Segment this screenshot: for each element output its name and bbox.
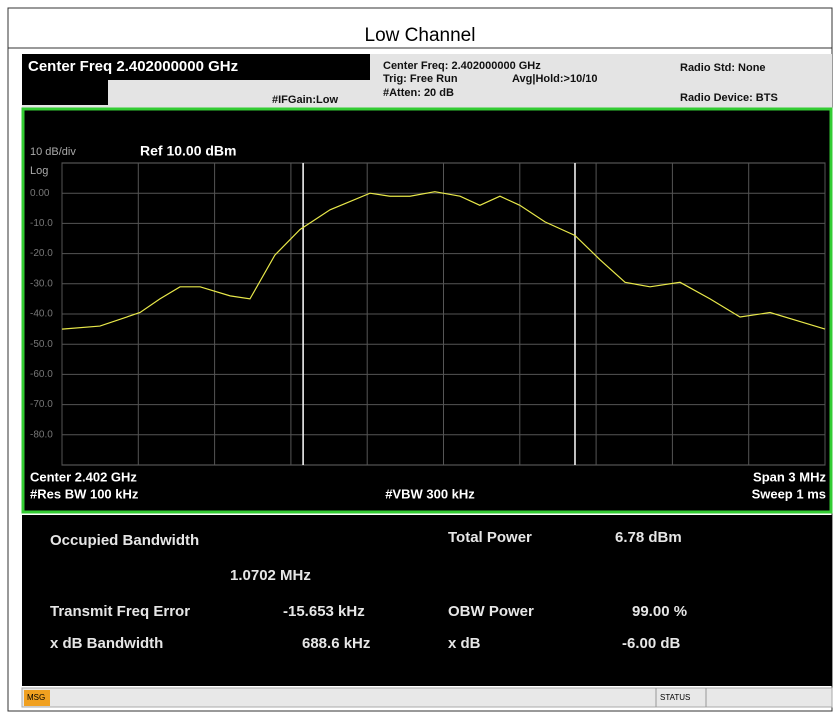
y-tick-label: -10.0 [30,218,53,229]
scale-label: 10 dB/div [30,146,76,158]
page-title: Low Channel [365,25,476,46]
total-power: 6.78 dBm [615,529,682,546]
y-tick-label: -40.0 [30,309,53,320]
msg: MSG [27,693,45,702]
results-panel [22,515,832,686]
span: Span 3 MHz [753,469,826,484]
xdb: -6.00 dB [622,635,681,652]
total-power-label: Total Power [448,529,532,546]
status-bar [21,687,833,708]
avg-hold: Avg|Hold:>10/10 [512,73,598,85]
freq-error: -15.653 kHz [283,603,365,620]
obw-power: 99.00 % [632,603,687,620]
plot: 0.00 -10.0 -20.0 -30.0 -40.0 -50.0 -60.0 -70.0 -… [30,162,826,466]
center-freq-small: Center Freq: 2.402000000 GHz [383,60,541,72]
xdb-label: x dB [448,635,481,652]
sweep: Sweep 1 ms [752,486,826,501]
xdb-bw: 688.6 kHz [302,635,370,652]
xdb-bw-label: x dB Bandwidth [50,635,163,652]
vbw: #VBW 300 kHz [385,486,475,501]
msg-box [24,690,50,706]
radio-std: Radio Std: None [680,62,766,74]
y-tick-label: -60.0 [30,369,53,380]
res-bw: #Res BW 100 kHz [30,486,139,501]
obw-value: 1.0702 MHz [230,567,311,584]
plot-panel [21,107,833,514]
header-black-2 [22,80,108,105]
center-freq: Center Freq 2.402000000 GHz [28,58,238,75]
center: Center 2.402 GHz [30,469,137,484]
freq-error-label: Transmit Freq Error [50,603,190,620]
trace [61,191,826,330]
if-gain: #IFGain:Low [272,94,338,106]
y-tick-label: 0.00 [30,188,50,199]
atten: #Atten: 20 dB [383,87,454,99]
log-label: Log [30,165,48,177]
y-tick-label: -30.0 [30,278,53,289]
y-tick-label: -20.0 [30,248,53,259]
radio-device: Radio Device: BTS [680,92,778,104]
y-tick-label: -50.0 [30,339,53,350]
obw-power-label: OBW Power [448,603,534,620]
trig: Trig: Free Run [383,73,458,85]
header-black [22,54,370,80]
y-tick-label: -80.0 [30,429,53,440]
obw-title: Occupied Bandwidth [50,532,199,549]
status: STATUS [660,693,690,702]
ref-label: Ref 10.00 dBm [140,143,236,159]
y-tick-label: -70.0 [30,399,53,410]
